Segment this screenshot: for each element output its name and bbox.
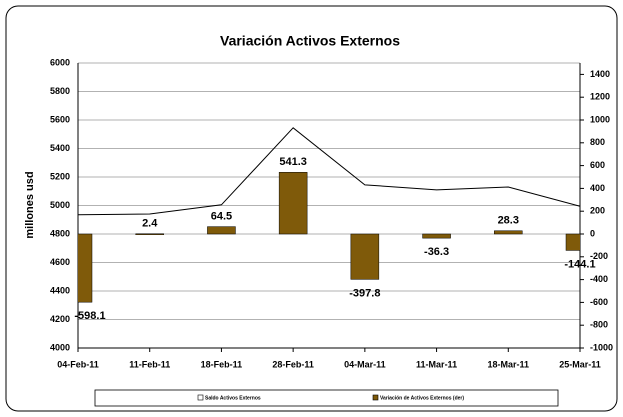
y2-tick-label: 1000 [590,114,610,124]
bar [278,172,308,235]
y-tick-label: 4200 [50,314,70,324]
legend-swatch [372,394,379,401]
bar [207,226,236,235]
bar [494,230,523,235]
chart-title: Variación Activos Externos [220,33,400,49]
y2-tick-label: 800 [590,137,605,147]
legend-swatch [197,394,204,401]
bar [135,233,164,235]
y2-tick-label: 0 [590,228,595,238]
y-tick-label: 5000 [50,200,70,210]
x-tick-label: 04-Mar-11 [344,359,386,369]
y2-tick-label: 1200 [590,92,610,102]
x-tick-label: 11-Feb-11 [129,359,170,369]
y2-tick-label: 1400 [590,69,610,79]
chart-border [5,5,618,412]
data-label: 541.3 [279,156,307,168]
x-tick-label: 18-Feb-11 [201,359,243,369]
x-tick-label: 25-Mar-11 [559,359,601,369]
y-tick-label: 5800 [50,86,70,96]
x-tick-label: 28-Feb-11 [272,359,314,369]
y2-tick-label: -400 [590,274,608,284]
x-tick-label: 04-Feb-11 [57,359,99,369]
bar [422,233,451,239]
data-label: 28.3 [498,215,519,227]
y2-tick-label: -800 [590,320,608,330]
legend-label: Saldo Activos Externos [205,395,261,401]
data-label: 2.4 [142,218,158,230]
data-label: -598.1 [74,310,105,322]
y2-tick-label: -1000 [590,342,613,352]
data-label: -397.8 [349,287,380,299]
line [77,127,581,216]
y-tick-label: 4600 [50,257,70,267]
y2-tick-label: -600 [590,297,608,307]
legend [94,389,559,407]
data-label: -144.1 [564,258,595,270]
x-tick-label: 18-Mar-11 [488,359,530,369]
y-tick-label: 4000 [50,342,70,352]
x-tick-label: 11-Mar-11 [416,359,457,369]
bar [350,233,380,280]
y2-tick-label: -200 [590,251,608,261]
bar [565,233,580,251]
y-tick-label: 6000 [50,57,70,67]
legend-label: Variación de Activos Externos (der) [380,395,464,401]
y2-tick-label: 600 [590,160,605,170]
data-label: -36.3 [424,246,449,258]
y-tick-label: 4800 [50,228,70,238]
y-tick-label: 4400 [50,285,70,295]
bar [78,233,93,303]
y-axis-label: millones usd [24,171,36,238]
y2-tick-label: 400 [590,183,605,193]
y-tick-label: 5400 [50,143,70,153]
data-label: 64.5 [211,211,232,223]
plot-area [78,172,580,303]
y2-tick-label: 200 [590,206,605,216]
y-tick-label: 5600 [50,114,70,124]
y-tick-label: 5200 [50,171,70,181]
